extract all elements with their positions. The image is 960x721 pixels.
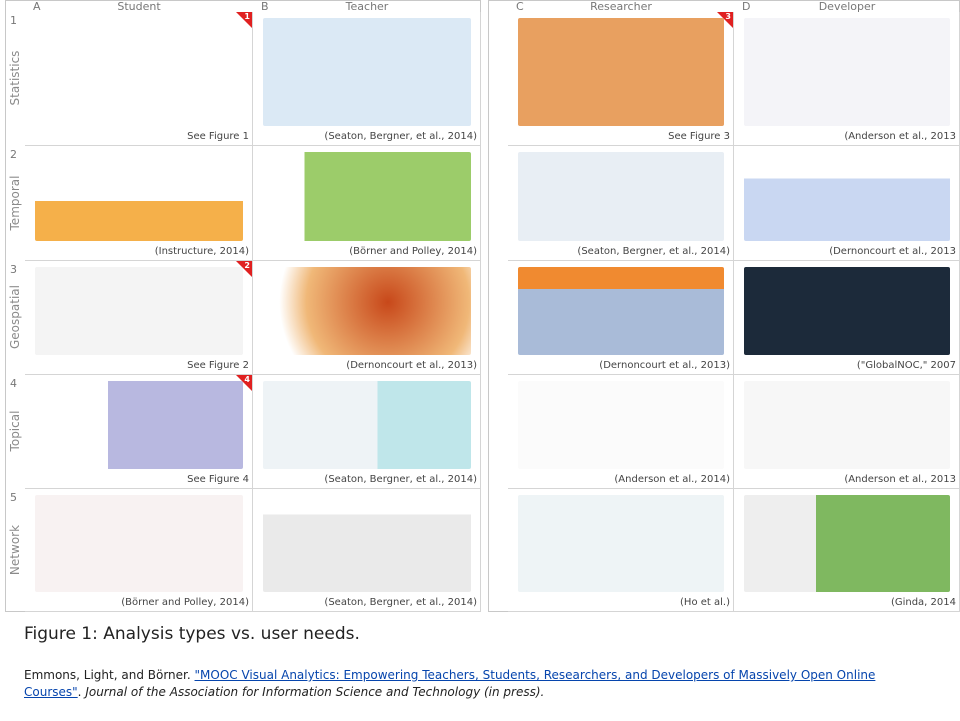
cell: (Ginda, 2014 bbox=[734, 489, 960, 612]
thumbnail bbox=[518, 381, 724, 469]
ref-separator: . bbox=[77, 685, 86, 699]
thumbnail bbox=[744, 152, 950, 241]
badge-corner bbox=[717, 12, 733, 28]
column-letter: B bbox=[261, 0, 269, 13]
cell: (Dernoncourt et al., 2013) bbox=[253, 261, 481, 375]
thumbnail bbox=[263, 381, 471, 469]
row-name: Topical bbox=[8, 410, 22, 452]
row-number: 4 bbox=[10, 377, 17, 390]
cell: (Ho et al.) bbox=[508, 489, 734, 612]
cell-caption: (Börner and Polley, 2014) bbox=[349, 246, 477, 257]
cell: See Figure 3 3 bbox=[508, 12, 734, 146]
thumbnail bbox=[518, 267, 724, 355]
cell: (Börner and Polley, 2014) bbox=[253, 146, 481, 261]
figure-caption: Figure 1: Analysis types vs. user needs. bbox=[24, 624, 360, 644]
badge-number: 1 bbox=[244, 12, 250, 21]
cell: (Dernoncourt et al., 2013) bbox=[508, 261, 734, 375]
thumbnail bbox=[35, 152, 243, 241]
cell-caption: (Ho et al.) bbox=[680, 597, 730, 608]
cell-caption: See Figure 2 bbox=[187, 360, 249, 371]
column-name: Teacher bbox=[345, 0, 389, 13]
column-letter: A bbox=[33, 0, 41, 13]
row-number: 2 bbox=[10, 148, 17, 161]
reference: Emmons, Light, and Börner. "MOOC Visual … bbox=[24, 667, 934, 701]
badge-corner bbox=[236, 12, 252, 28]
column-letter: C bbox=[516, 0, 524, 13]
column-name: Researcher bbox=[590, 0, 652, 13]
row-name: Statistics bbox=[8, 50, 22, 106]
cell: (Seaton, Bergner, et al., 2014) bbox=[253, 375, 481, 489]
cell: (Instructure, 2014) bbox=[25, 146, 253, 261]
cell: (Seaton, Bergner, et al., 2014) bbox=[508, 146, 734, 261]
badge-corner bbox=[236, 375, 252, 391]
cell-caption: (Seaton, Bergner, et al., 2014) bbox=[577, 246, 730, 257]
cell-caption: (Seaton, Bergner, et al., 2014) bbox=[324, 474, 477, 485]
cell-caption: (Anderson et al., 2013 bbox=[844, 131, 956, 142]
cell: ("GlobalNOC," 2007 bbox=[734, 261, 960, 375]
row-name: Network bbox=[8, 524, 22, 575]
thumbnail bbox=[518, 152, 724, 241]
ref-authors: Emmons, Light, and Börner. bbox=[24, 668, 195, 682]
cell: (Seaton, Bergner, et al., 2014) bbox=[253, 489, 481, 612]
cell-caption: (Anderson et al., 2014) bbox=[614, 474, 730, 485]
thumbnail bbox=[744, 381, 950, 469]
thumbnail bbox=[263, 495, 471, 592]
cell-caption: (Ginda, 2014 bbox=[890, 597, 956, 608]
thumbnail bbox=[744, 495, 950, 592]
column-name: Developer bbox=[818, 0, 876, 13]
row-name: Geospatial bbox=[8, 285, 22, 349]
thumbnail bbox=[518, 18, 724, 126]
ref-journal: Journal of the Association for Informati… bbox=[85, 685, 545, 699]
cell: See Figure 4 4 bbox=[25, 375, 253, 489]
cell-caption: (Dernoncourt et al., 2013) bbox=[599, 360, 730, 371]
cell-caption: See Figure 4 bbox=[187, 474, 249, 485]
badge-number: 4 bbox=[244, 375, 250, 384]
badge-number: 2 bbox=[244, 261, 250, 270]
column-letter: D bbox=[742, 0, 751, 13]
column-name: Student bbox=[117, 0, 161, 13]
thumbnail bbox=[263, 152, 471, 241]
cell-caption: (Seaton, Bergner, et al., 2014) bbox=[324, 597, 477, 608]
cell-caption: (Anderson et al., 2013 bbox=[844, 474, 956, 485]
cell-caption: (Dernoncourt et al., 2013) bbox=[346, 360, 477, 371]
cell-caption: See Figure 1 bbox=[187, 131, 249, 142]
cell-caption: (Börner and Polley, 2014) bbox=[121, 597, 249, 608]
thumbnail bbox=[35, 18, 243, 126]
thumbnail bbox=[35, 267, 243, 355]
cell: (Anderson et al., 2013 bbox=[734, 12, 960, 146]
cell: (Börner and Polley, 2014) bbox=[25, 489, 253, 612]
thumbnail bbox=[744, 18, 950, 126]
cell: (Anderson et al., 2013 bbox=[734, 375, 960, 489]
badge-corner bbox=[236, 261, 252, 277]
cell-caption: See Figure 3 bbox=[668, 131, 730, 142]
row-number: 1 bbox=[10, 14, 17, 27]
cell-caption: ("GlobalNOC," 2007 bbox=[856, 360, 956, 371]
cell-caption: (Seaton, Bergner, et al., 2014) bbox=[324, 131, 477, 142]
thumbnail bbox=[35, 495, 243, 592]
thumbnail bbox=[263, 267, 471, 355]
cell: See Figure 2 2 bbox=[25, 261, 253, 375]
row-number: 5 bbox=[10, 491, 17, 504]
badge-number: 3 bbox=[725, 12, 731, 21]
ref-title-link[interactable]: "MOOC Visual Analytics: Empowering Teach… bbox=[24, 668, 876, 699]
cell: See Figure 1 1 bbox=[25, 12, 253, 146]
cell-caption: (Dernoncourt et al., 2013 bbox=[829, 246, 956, 257]
cell: (Dernoncourt et al., 2013 bbox=[734, 146, 960, 261]
cell: (Seaton, Bergner, et al., 2014) bbox=[253, 12, 481, 146]
thumbnail bbox=[263, 18, 471, 126]
thumbnail bbox=[518, 495, 724, 592]
row-number: 3 bbox=[10, 263, 17, 276]
cell: (Anderson et al., 2014) bbox=[508, 375, 734, 489]
cell-caption: (Instructure, 2014) bbox=[154, 246, 249, 257]
row-name: Temporal bbox=[8, 175, 22, 230]
thumbnail bbox=[744, 267, 950, 355]
thumbnail bbox=[35, 381, 243, 469]
